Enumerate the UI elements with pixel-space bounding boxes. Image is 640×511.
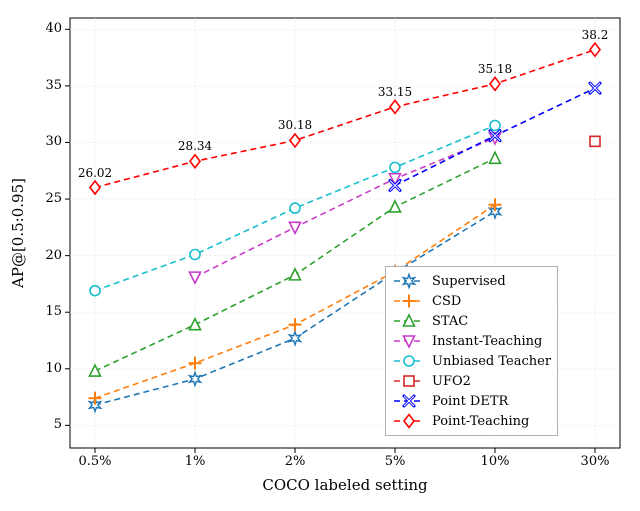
- legend-item: STAC: [392, 311, 551, 331]
- point-label: 30.18: [278, 118, 312, 132]
- y-tick-label: 40: [45, 21, 62, 36]
- y-tick-label: 25: [45, 191, 62, 206]
- x-tick-label: 0.5%: [78, 454, 111, 469]
- legend-swatch: [392, 411, 426, 431]
- point-label: 26.02: [78, 166, 112, 180]
- legend-label: CSD: [432, 294, 461, 309]
- legend-swatch: [392, 351, 426, 371]
- x-tick-label: 5%: [385, 454, 406, 469]
- y-tick-label: 5: [54, 417, 62, 432]
- y-tick-label: 30: [45, 134, 62, 149]
- legend-swatch: [392, 291, 426, 311]
- chart-container: 5 10 15 20 25 30 35 40 0.5% 1% 2% 5% 10% 30% COCO labe…: [0, 0, 640, 507]
- legend-label: Point-Teaching: [432, 414, 529, 429]
- legend-label: Point DETR: [432, 394, 508, 409]
- legend-item: Unbiased Teacher: [392, 351, 551, 371]
- y-axis-label: AP@[0.5:0.95]: [9, 178, 27, 288]
- y-tick-label: 10: [45, 361, 62, 376]
- x-axis-label: COCO labeled setting: [262, 476, 427, 494]
- x-tick-label: 10%: [481, 454, 510, 469]
- legend-label: STAC: [432, 314, 468, 329]
- legend-swatch: [392, 331, 426, 351]
- legend-item: Supervised: [392, 271, 551, 291]
- y-tick-label: 35: [45, 78, 62, 93]
- legend-swatch: [392, 311, 426, 331]
- y-tick-label: 20: [45, 248, 62, 263]
- legend-label: Unbiased Teacher: [432, 354, 551, 369]
- legend-item: Point-Teaching: [392, 411, 551, 431]
- legend-label: UFO2: [432, 374, 471, 389]
- legend: Supervised CSD STAC Instant-Teaching Unbiase…: [385, 266, 558, 436]
- legend-label: Supervised: [432, 274, 506, 289]
- legend-swatch: [392, 271, 426, 291]
- legend-item: UFO2: [392, 371, 551, 391]
- legend-swatch: [392, 391, 426, 411]
- x-tick-label: 1%: [185, 454, 206, 469]
- y-tick-label: 15: [45, 304, 62, 319]
- legend-item: CSD: [392, 291, 551, 311]
- x-tick-label: 30%: [581, 454, 610, 469]
- point-label: 33.15: [378, 85, 412, 99]
- point-label: 35.18: [478, 62, 512, 76]
- legend-swatch: [392, 371, 426, 391]
- legend-item: Point DETR: [392, 391, 551, 411]
- point-label: 28.34: [178, 139, 212, 153]
- point-label: 38.2: [582, 28, 609, 42]
- legend-item: Instant-Teaching: [392, 331, 551, 351]
- legend-label: Instant-Teaching: [432, 334, 542, 349]
- x-tick-label: 2%: [285, 454, 306, 469]
